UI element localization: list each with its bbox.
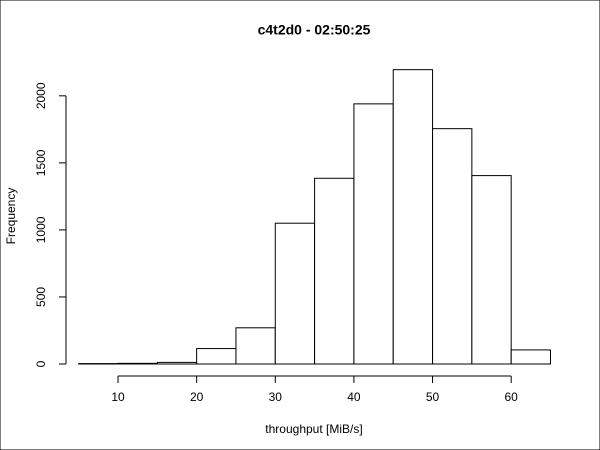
x-axis-label: throughput [MiB/s] (265, 422, 362, 436)
bar (235, 327, 276, 365)
chart-title: c4t2d0 - 02:50:25 (258, 22, 371, 38)
x-tick-label: 60 (505, 390, 519, 404)
y-tick-label: 1500 (34, 149, 48, 176)
bar (510, 349, 551, 365)
x-tick-label: 30 (269, 390, 283, 404)
bar (274, 222, 316, 365)
bar (353, 103, 394, 365)
bar (471, 175, 512, 365)
y-tick-label: 0 (34, 360, 48, 367)
bar (117, 362, 158, 365)
y-tick-label: 1000 (34, 216, 48, 243)
bar (196, 348, 237, 365)
x-tick-label: 50 (426, 390, 440, 404)
y-tick-label: 500 (34, 287, 48, 307)
x-tick-label: 20 (190, 390, 204, 404)
bar (314, 177, 355, 365)
y-tick-label: 2000 (34, 82, 48, 109)
bar (392, 69, 434, 365)
y-axis-label: Frequency (4, 188, 18, 245)
x-tick-label: 40 (347, 390, 361, 404)
x-tick-label: 10 (111, 390, 125, 404)
bar (156, 361, 198, 365)
bar (432, 128, 473, 365)
